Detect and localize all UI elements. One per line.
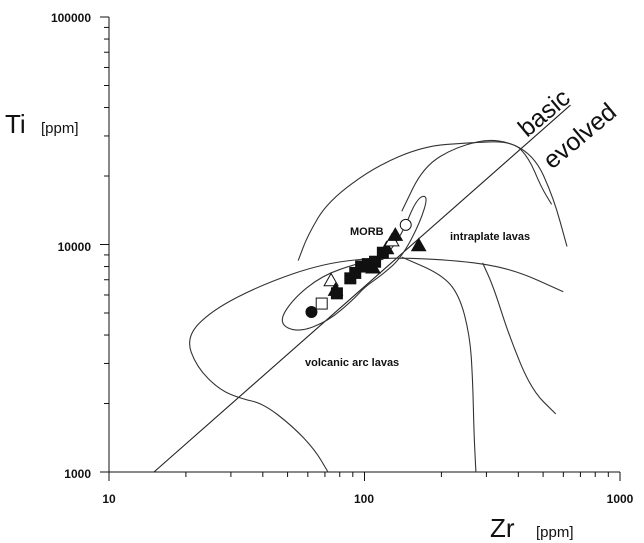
x-tick-label-1000: 1000: [607, 492, 634, 506]
field-arc-curve: [189, 257, 564, 473]
field-upper-left-curve: [297, 141, 553, 261]
field-morb-curve: [281, 195, 427, 331]
morb-label: MORB: [350, 226, 384, 238]
data-points: [305, 218, 427, 319]
x-tick-label-100: 100: [354, 492, 374, 506]
data-point-filled-square: [330, 287, 343, 300]
y-tick-label-10000: 10000: [58, 240, 92, 254]
x-axis-unit: [ppm]: [536, 524, 574, 541]
data-point-filled-square: [369, 255, 382, 268]
y-tick-label-100000: 100000: [51, 11, 91, 25]
basic-evolved-boundary-line: [153, 104, 571, 473]
data-point-filled-triangle: [387, 227, 404, 241]
field-curves: [153, 104, 571, 473]
data-point-open-triangle: [323, 272, 339, 287]
data-point-open-circle: [399, 218, 412, 231]
axis-ticks: [100, 16, 621, 481]
y-axis-unit: [ppm]: [41, 120, 79, 137]
field-intraplate-lower-curve: [482, 262, 557, 415]
volcanic-arc-label: volcanic arc lavas: [305, 357, 399, 369]
y-tick-label-1000: 1000: [64, 467, 91, 481]
data-point-open-square: [315, 297, 328, 310]
data-point-filled-triangle: [378, 240, 395, 255]
x-tick-label-10: 10: [102, 492, 116, 506]
x-axis-label: Zr: [490, 513, 515, 543]
field-arc-right-curve: [401, 256, 477, 473]
y-axis-label: Ti: [5, 109, 26, 139]
intraplate-label: intraplate lavas: [450, 231, 530, 243]
data-point-filled-triangle: [410, 237, 427, 252]
data-point-filled-circle: [305, 306, 318, 319]
